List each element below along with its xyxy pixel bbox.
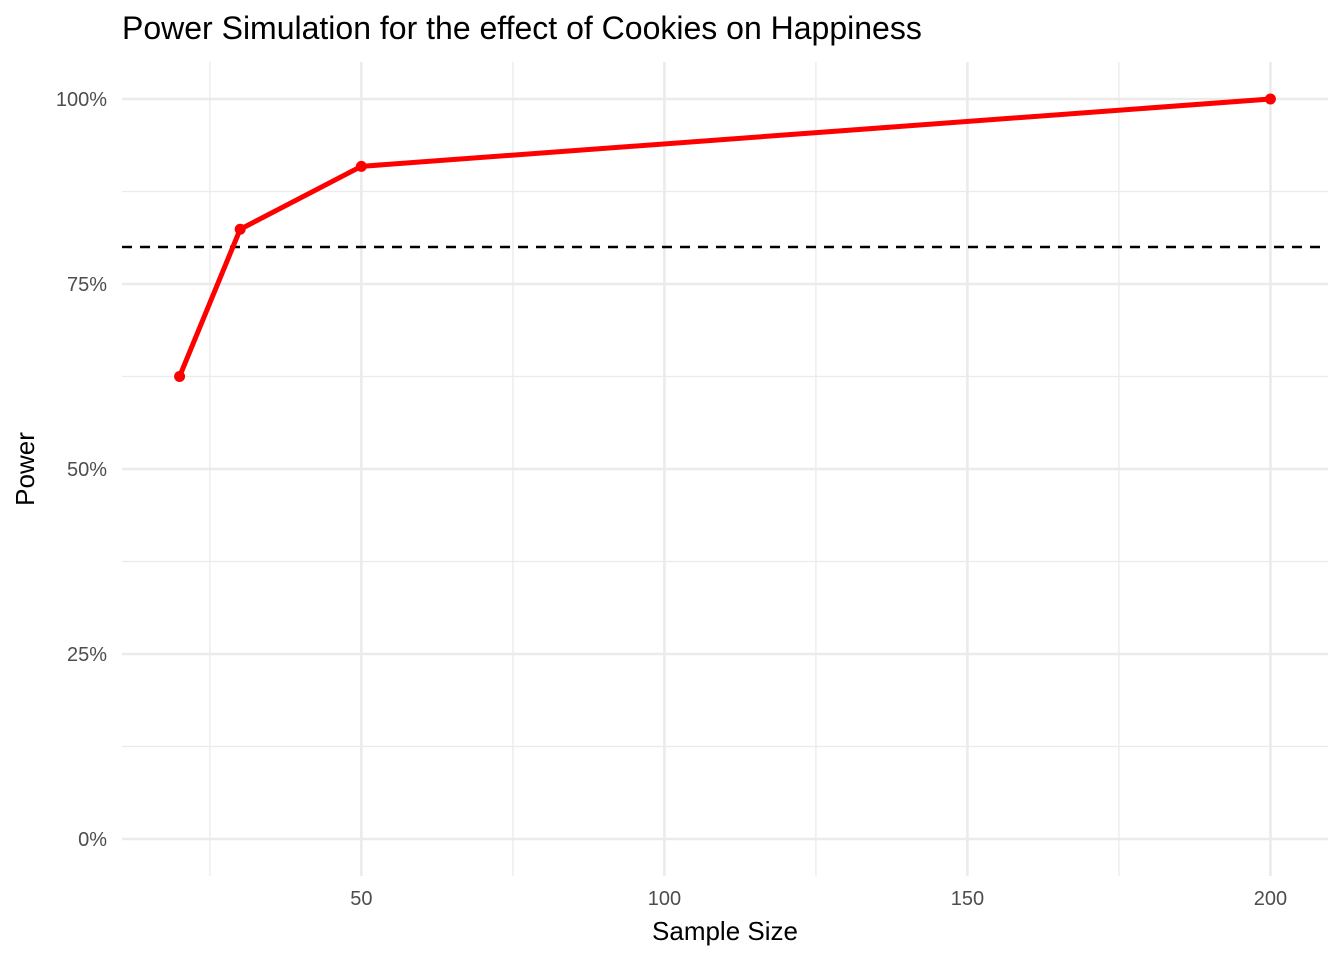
power-data-point [174, 371, 186, 382]
y-tick-label: 50% [67, 459, 107, 481]
x-tick-label: 200 [1254, 888, 1287, 910]
power-data-point [234, 223, 246, 235]
x-tick-label: 100 [648, 888, 681, 910]
major-gridlines [122, 62, 1328, 876]
y-axis-title: Power [10, 432, 40, 506]
power-data-point [355, 160, 367, 172]
x-tick-label: 150 [951, 888, 984, 910]
power-data-point [1264, 93, 1276, 105]
power-series-line [177, 96, 1273, 379]
series-group [174, 93, 1276, 382]
x-axis-tick-labels: 50 100 150 200 [350, 888, 1287, 910]
y-tick-label: 25% [67, 644, 107, 666]
x-tick-label: 50 [350, 888, 372, 910]
x-axis-title: Sample Size [652, 916, 798, 946]
y-axis-tick-labels: 0% 25% 50% 75% 100% [56, 89, 107, 851]
y-tick-label: 0% [78, 829, 107, 851]
chart-title: Power Simulation for the effect of Cooki… [122, 10, 922, 46]
y-tick-label: 100% [56, 89, 107, 111]
y-tick-label: 75% [67, 274, 107, 296]
minor-gridlines [122, 62, 1328, 876]
